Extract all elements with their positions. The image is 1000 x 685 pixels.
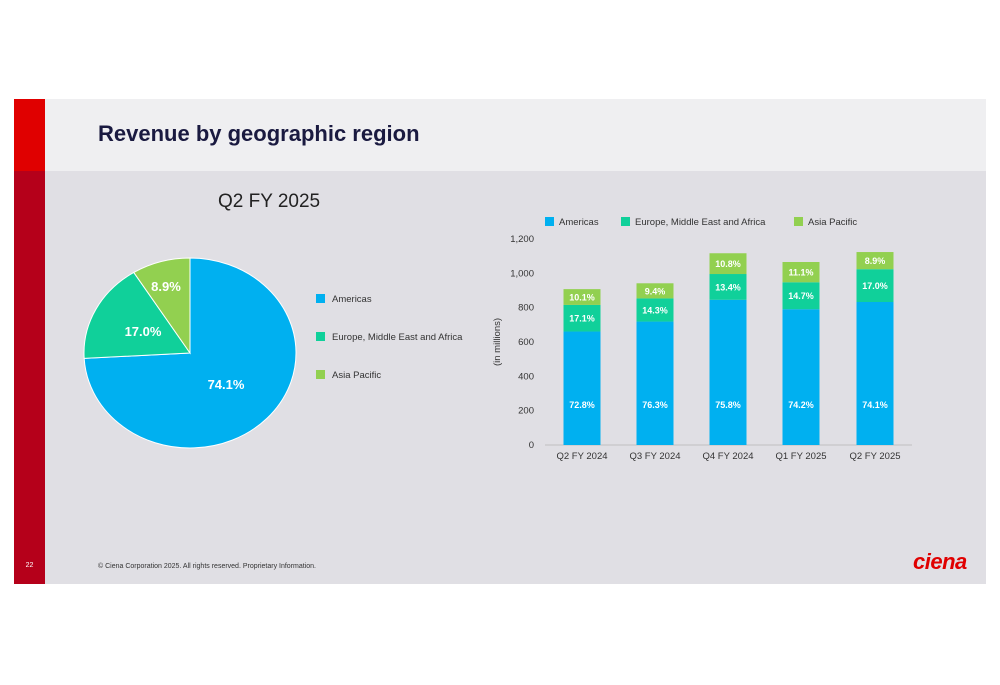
pie-slice-label: 74.1% [208, 377, 245, 392]
bar-data-label: 17.0% [862, 281, 888, 291]
bar-data-label: 74.1% [862, 400, 888, 410]
bar-data-label: 74.2% [788, 400, 814, 410]
x-tick-label: Q2 FY 2025 [849, 451, 900, 462]
y-tick-label: 0 [529, 440, 534, 451]
bar-segment [709, 253, 747, 275]
bar-data-label: 10.8% [715, 259, 741, 269]
bar-data-label: 17.1% [569, 314, 595, 324]
bar-data-label: 11.1% [788, 268, 813, 278]
x-tick-label: Q2 FY 2024 [556, 451, 607, 462]
bar-segment [563, 304, 601, 332]
red-accent-bar-top [14, 99, 45, 171]
bar-legend-swatch [545, 217, 554, 226]
bar-segment [563, 331, 601, 445]
y-tick-label: 200 [518, 406, 534, 417]
bar-data-label: 75.8% [715, 400, 741, 410]
header-band [14, 99, 986, 171]
bar-segment [636, 298, 674, 322]
red-accent-bar-bottom [14, 171, 45, 584]
bar-segment [636, 283, 674, 299]
y-tick-label: 800 [518, 303, 534, 314]
pie-legend-label: Europe, Middle East and Africa [332, 332, 463, 343]
pie-legend-label: Americas [332, 294, 372, 305]
bar-segment [563, 289, 601, 305]
bar-segment [782, 282, 820, 310]
pie-slice-label: 8.9% [151, 279, 181, 294]
bar-segment [856, 252, 894, 270]
bar-data-label: 9.4% [645, 286, 666, 296]
bar-data-label: 76.3% [642, 400, 668, 410]
bar-legend-label: Asia Pacific [808, 217, 857, 228]
page-number: 22 [25, 562, 34, 569]
bar-segment [636, 321, 674, 445]
bar-segment [709, 274, 747, 300]
y-tick-label: 1,200 [510, 234, 534, 245]
footer-copyright: © Ciena Corporation 2025. All rights res… [98, 563, 316, 570]
bar-legend-swatch [621, 217, 630, 226]
pie-slice-emea [83, 271, 191, 359]
ciena-logo: ciena [913, 549, 967, 574]
y-tick-label: 1,000 [510, 268, 534, 279]
bar-segment [709, 299, 747, 445]
bar-legend-label: Europe, Middle East and Africa [635, 217, 766, 228]
bar-legend-swatch [794, 217, 803, 226]
pie-chart-title: Q2 FY 2025 [218, 191, 321, 212]
pie-slice-label: 17.0% [125, 324, 162, 339]
bar-data-label: 72.8% [569, 400, 595, 410]
x-tick-label: Q3 FY 2024 [629, 451, 680, 462]
y-tick-label: 400 [518, 371, 534, 382]
slide-title: Revenue by geographic region [98, 121, 420, 146]
bar-data-label: 14.3% [642, 305, 668, 315]
bar-segment [782, 262, 820, 283]
bar-data-label: 8.9% [865, 256, 886, 266]
bar-segment [782, 309, 820, 445]
bar-segment [856, 302, 894, 445]
pie-legend-swatch [316, 332, 325, 341]
bar-segment [856, 269, 894, 303]
y-tick-label: 600 [518, 337, 534, 348]
x-tick-label: Q4 FY 2024 [702, 451, 753, 462]
y-axis-title: (in millions) [492, 318, 503, 366]
bar-data-label: 13.4% [715, 282, 741, 292]
pie-legend-swatch [316, 294, 325, 303]
bar-data-label: 14.7% [788, 291, 814, 301]
pie-legend-swatch [316, 370, 325, 379]
pie-legend-label: Asia Pacific [332, 370, 381, 381]
bar-legend-label: Americas [559, 217, 599, 228]
bar-data-label: 10.1% [569, 293, 595, 303]
pie-slice-asia-pacific [133, 257, 191, 355]
x-tick-label: Q1 FY 2025 [775, 451, 826, 462]
